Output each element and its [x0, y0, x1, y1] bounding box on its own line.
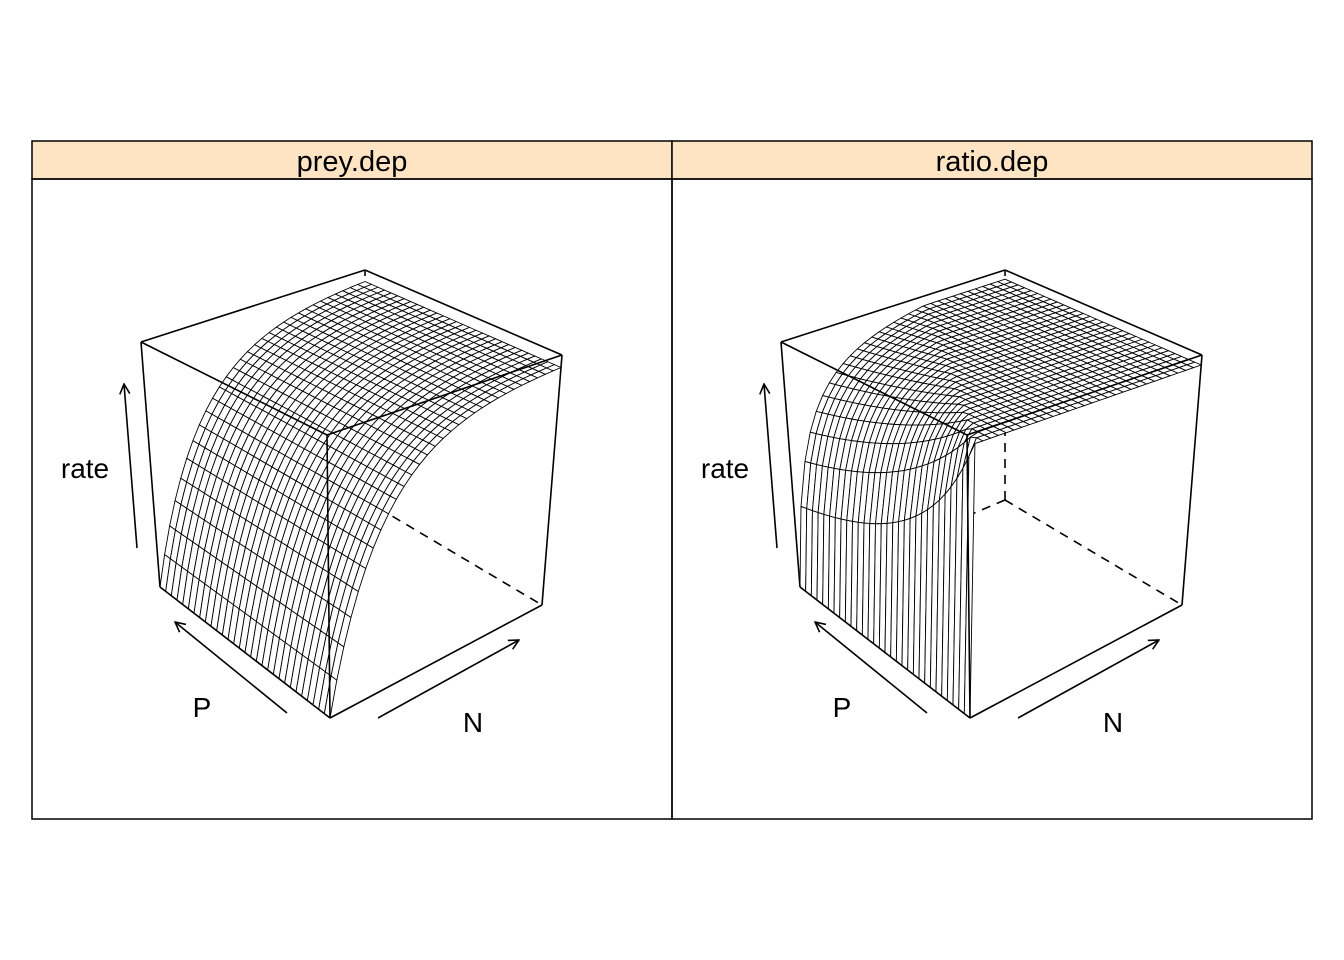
ratio-dep-box-edge-right-vertical [1181, 354, 1203, 606]
z-axis-label-ratio-dep: rate [701, 453, 749, 484]
n-axis-label-ratio-dep: N [1103, 707, 1123, 738]
ratio-dep-surface-mesh [799, 278, 1202, 719]
ratio-dep-box-edge-hidden-n [1004, 499, 1183, 606]
ratio-dep-z-axis-arrow [764, 384, 778, 549]
prey-dep-box-edge-hidden-n [364, 499, 543, 606]
ratio-dep-box-edge-top-back-p [780, 269, 1006, 343]
prey-dep-box-edge-bottom-p [159, 586, 331, 719]
prey-dep-box-edge-top-front-n [326, 354, 563, 436]
ratio-dep-box-edge-left-vertical [780, 341, 801, 588]
prey-dep-p-axis-arrow [175, 622, 288, 714]
ratio-dep-box-edge-top-front-n [966, 354, 1203, 436]
strip-title-prey-dep: prey.dep [297, 146, 408, 178]
z-axis-label-prey-dep: rate [61, 453, 109, 484]
plot-area-ratio-dep [764, 269, 1203, 719]
prey-dep-surface-mesh [159, 281, 562, 719]
p-axis-label-prey-dep: P [193, 692, 212, 723]
ratio-dep-box-edge-front-vertical [966, 434, 971, 719]
plot-area-prey-dep [124, 269, 563, 719]
p-axis-label-ratio-dep: P [833, 692, 852, 723]
ratio-dep-n-axis-arrow [1017, 640, 1159, 719]
prey-dep-box-edge-top-back-n [364, 269, 563, 356]
prey-dep-box-edge-front-vertical [326, 434, 331, 719]
ratio-dep-box-edge-bottom-p [799, 586, 971, 719]
prey-dep-z-axis-arrow [124, 384, 138, 549]
prey-dep-box-edge-right-vertical [541, 354, 563, 606]
ratio-dep-box-edge-top-front-p [780, 341, 968, 436]
prey-dep-n-axis-arrow [377, 640, 519, 719]
ratio-dep-box-edge-top-back-n [1004, 269, 1203, 356]
panel-ratio-dep: ratio.dep rate P N [671, 140, 1313, 820]
ratio-dep-box-edge-bottom-n [969, 604, 1183, 719]
prey-dep-box-edge-left-vertical [140, 341, 161, 588]
prey-dep-box-edge-top-front-p [140, 341, 328, 436]
prey-dep-box-edge-top-back-p [140, 269, 366, 343]
n-axis-label-prey-dep: N [463, 707, 483, 738]
panel-box-ratio-dep [671, 178, 1313, 820]
panel-prey-dep: prey.dep rate P N [31, 140, 673, 820]
prey-dep-box-edge-bottom-n [329, 604, 543, 719]
ratio-dep-p-axis-arrow [815, 622, 928, 714]
strip-prey-dep [31, 140, 673, 180]
strip-title-ratio-dep: ratio.dep [936, 146, 1049, 178]
